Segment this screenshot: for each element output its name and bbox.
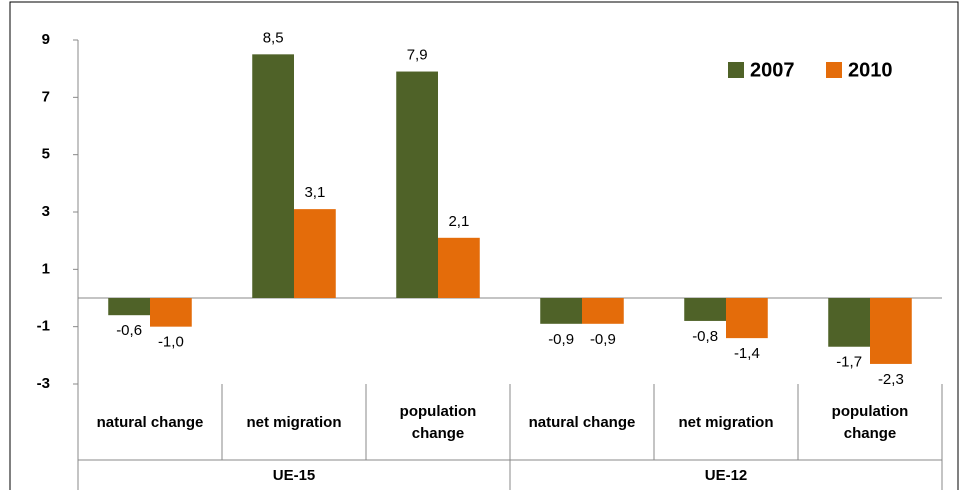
data-label: -0,9 [590,331,616,348]
frame [9,1,959,490]
data-label: -1,7 [836,354,862,371]
legend-label: 2007 [750,59,795,81]
bar [396,71,438,299]
bar [438,237,480,298]
x-tick-label: population change [399,403,477,442]
legend-swatch [728,62,744,78]
x-tick-label: net migration [246,414,342,431]
bar [828,298,870,347]
bar [294,209,336,298]
y-tick-label: -3 [37,375,50,392]
data-label: 8,5 [263,29,284,46]
y-tick-label: -1 [37,318,50,335]
data-label: 3,1 [304,184,325,201]
bar [150,298,192,327]
bar [870,298,912,364]
x-tick-label: natural change [528,414,636,431]
data-label: -0,6 [116,322,142,339]
x-tick-label: natural change [96,414,204,431]
bar [540,298,582,324]
data-label: -2,3 [878,371,904,388]
group-label: UE-15 [272,467,316,484]
y-tick-label: 5 [42,146,50,163]
legend-label: 2010 [848,59,893,81]
data-label: -1,4 [734,345,760,362]
bar [726,298,768,339]
data-label: 7,9 [407,47,428,64]
y-tick-label: 7 [42,88,50,105]
data-label: -0,9 [548,331,574,348]
data-label: -0,8 [692,328,718,345]
data-label: 2,1 [448,213,469,230]
bar [684,298,726,321]
x-tick-label: net migration [678,414,774,431]
bar [582,298,624,324]
bar [108,298,150,316]
y-tick-label: 1 [42,260,50,277]
x-tick-label: population change [831,403,909,442]
y-tick-label: 9 [42,31,50,48]
bar [252,54,294,299]
legend-swatch [826,62,842,78]
group-label: UE-12 [704,467,748,484]
data-label: -1,0 [158,334,184,351]
y-tick-label: 3 [42,203,50,220]
